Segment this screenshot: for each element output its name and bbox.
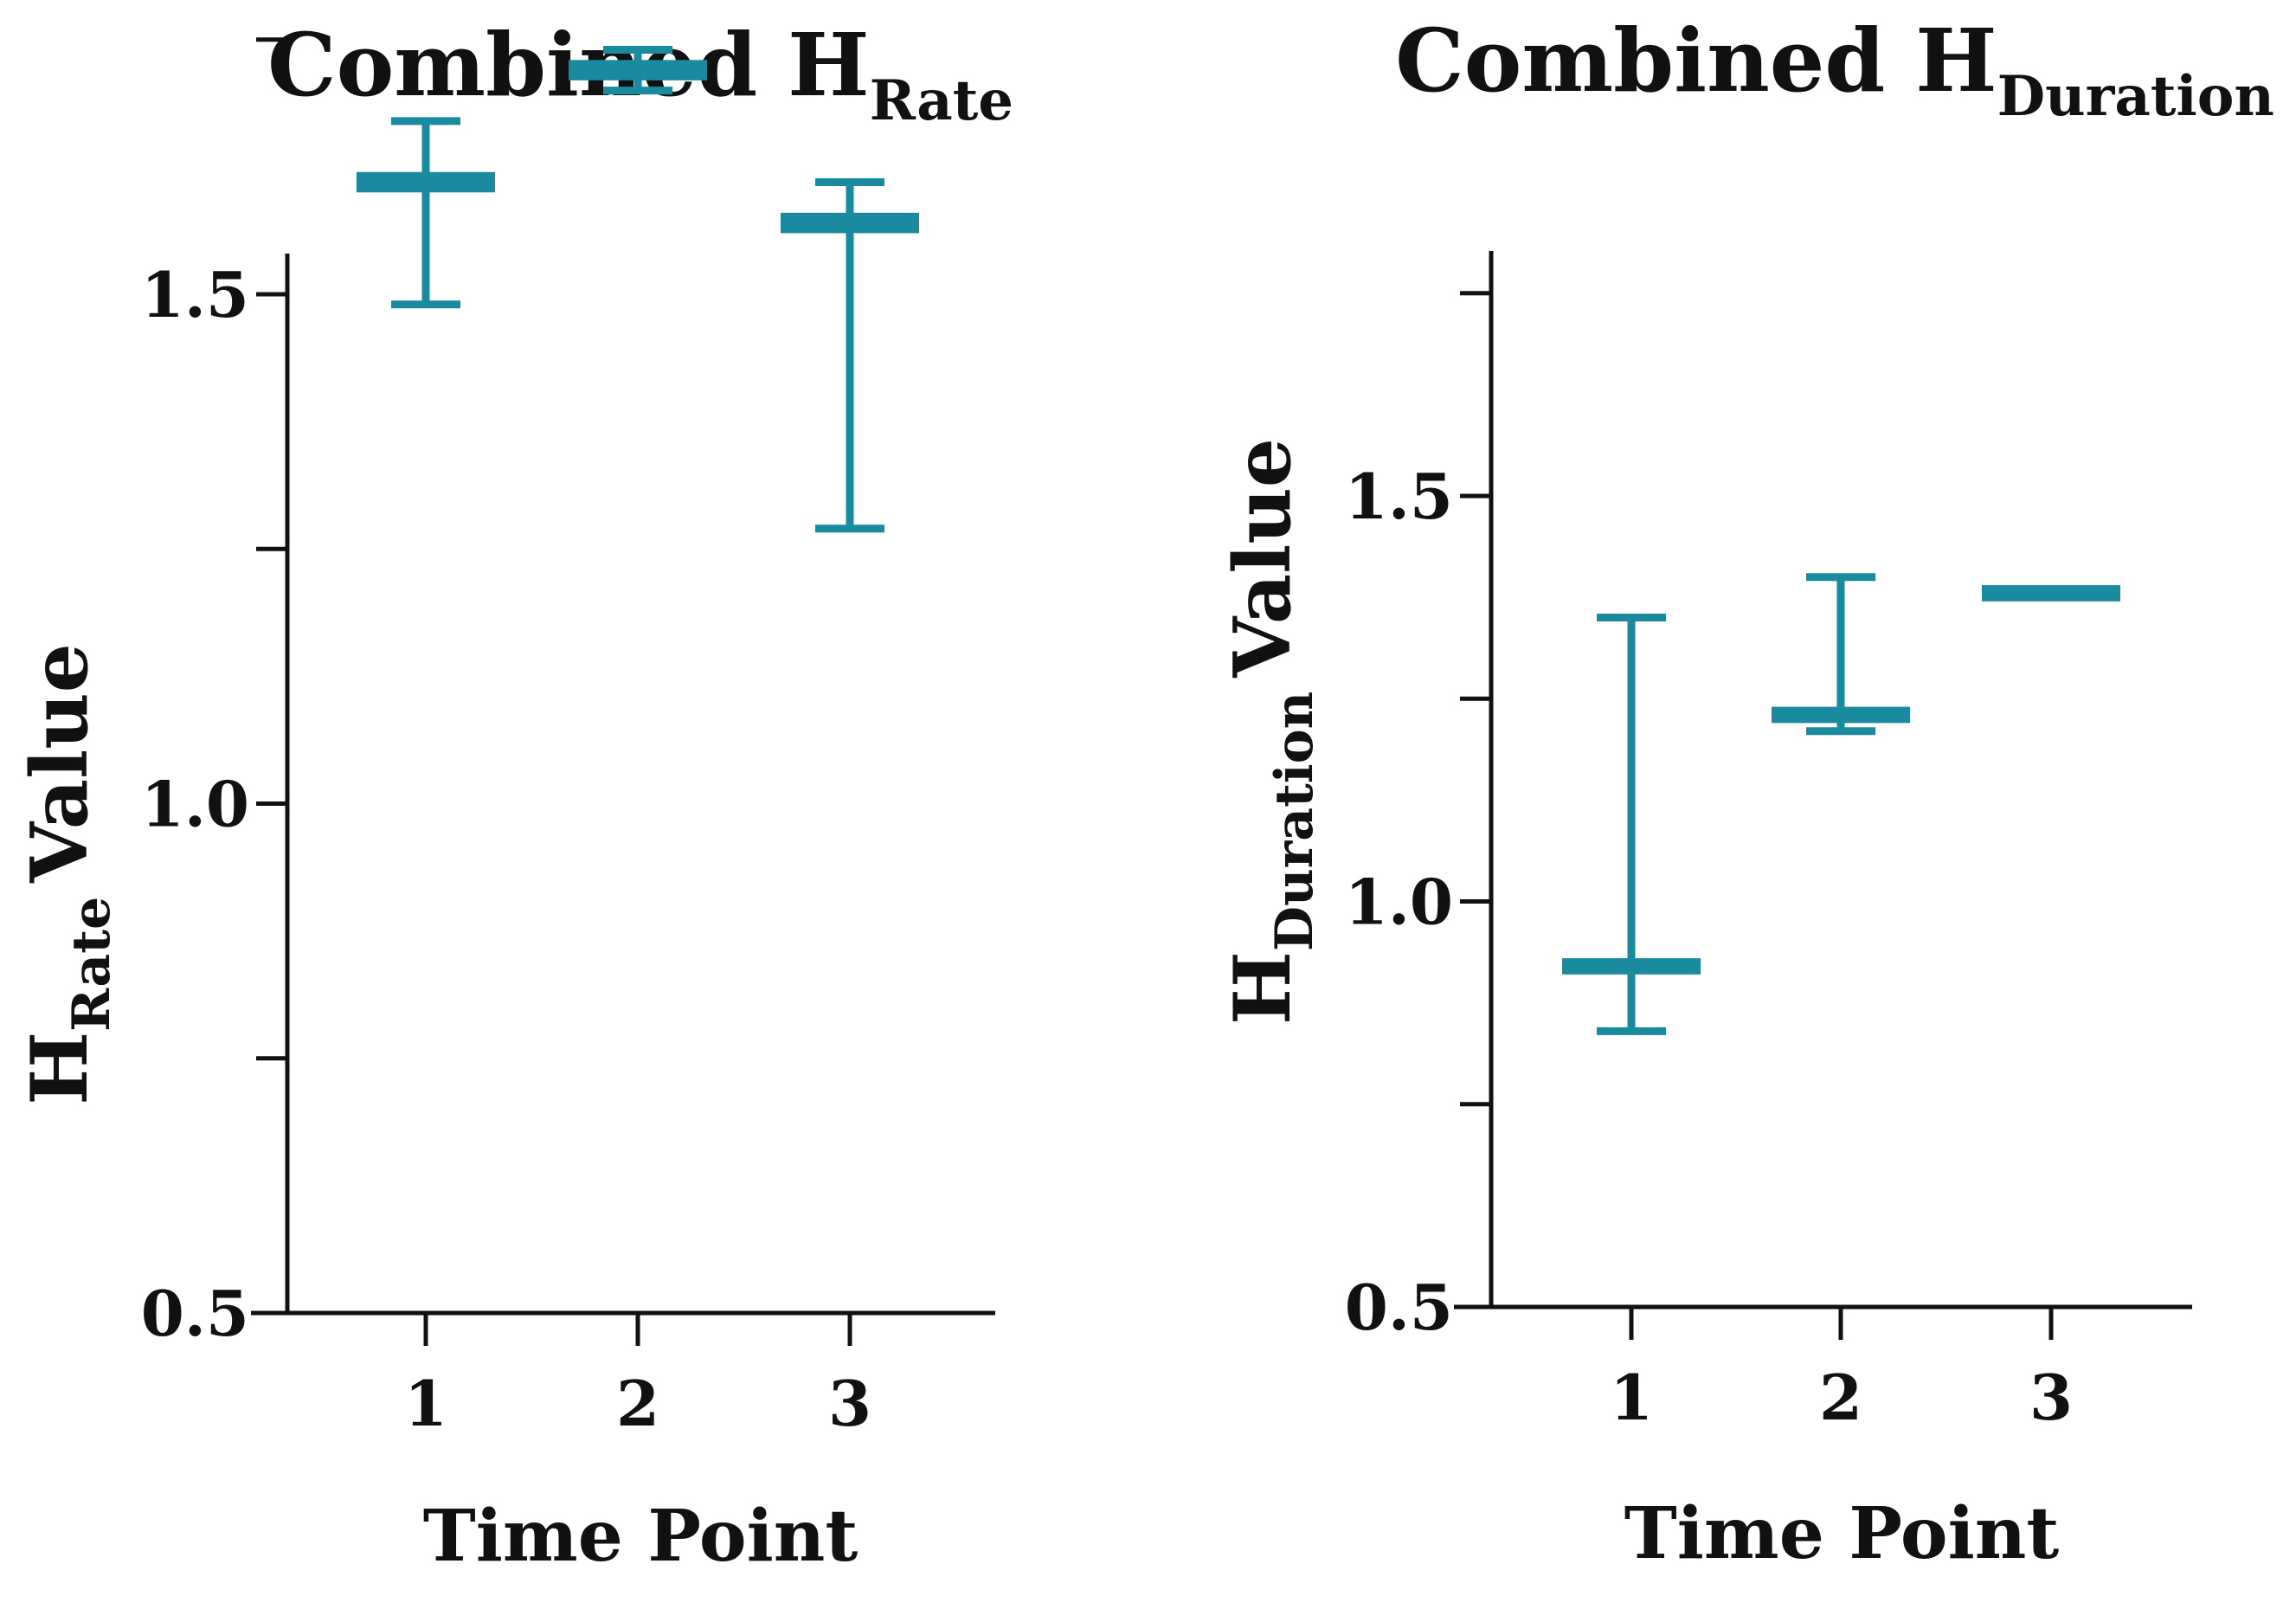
rate-xtick-label: 3 (828, 1367, 871, 1440)
svg-text:HDurationValue: HDurationValue (1217, 438, 1325, 1025)
rate-box-body (569, 60, 707, 80)
panel-rate-title: Combined HRate (267, 14, 1013, 133)
duration-box-body (1982, 585, 2120, 602)
duration-box-3 (1982, 585, 2120, 602)
rate-box-3 (781, 178, 919, 533)
panel-duration-ylabel: HDurationValue (1217, 438, 1325, 1025)
panel-duration-title: Combined HDuration (1395, 10, 2274, 129)
duration-ytick-label: 1.0 (1345, 866, 1453, 939)
panel-rate-xlabel: Time Point (423, 1495, 859, 1578)
rate-ytick-label: 0.5 (141, 1277, 249, 1350)
duration-xtick-label: 1 (1610, 1361, 1653, 1434)
rate-box-body (781, 212, 919, 234)
rate-ytick-label: 1.5 (141, 258, 249, 331)
duration-xtick-label: 2 (1819, 1361, 1862, 1434)
rate-box-body (357, 171, 495, 193)
duration-box-1 (1562, 614, 1701, 1035)
duration-ytick-label: 0.5 (1345, 1271, 1453, 1344)
rate-box-2 (569, 46, 707, 95)
panel-duration-xlabel: Time Point (1624, 1492, 2060, 1575)
svg-text:HRateValue: HRateValue (14, 643, 122, 1105)
rate-xtick-label: 2 (616, 1367, 659, 1440)
duration-xtick-label: 3 (2029, 1361, 2073, 1434)
rate-xtick-label: 1 (404, 1367, 447, 1440)
duration-ytick-label: 1.5 (1345, 460, 1453, 533)
panel-duration: Combined HDuration HDurationValue 0.5 1.0… (1217, 10, 2274, 1575)
duration-box-2 (1772, 573, 1910, 736)
rate-ytick-label: 1.0 (141, 768, 249, 841)
panel-rate-ylabel: HRateValue (14, 643, 122, 1105)
duration-box-body (1772, 706, 1910, 724)
duration-box-body (1562, 958, 1701, 975)
rate-box-1 (357, 117, 495, 309)
